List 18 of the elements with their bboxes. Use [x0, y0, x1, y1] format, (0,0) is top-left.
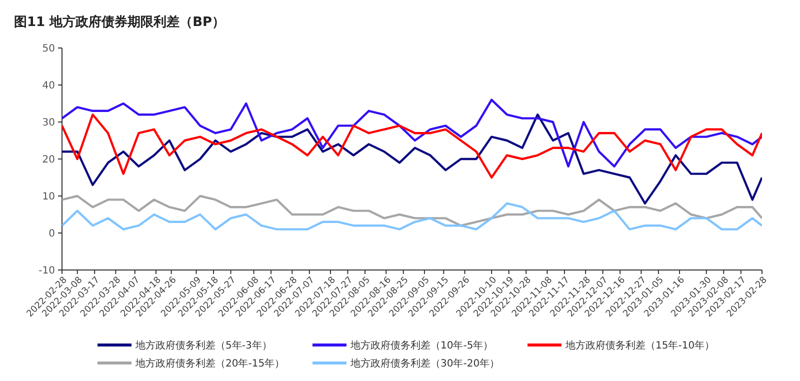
legend-label: 地方政府债务利差（15年-10年） — [564, 340, 715, 352]
legend-label: 地方政府债务利差（20年-15年） — [134, 358, 285, 370]
legend-label: 地方政府债务利差（10年-5年） — [350, 340, 494, 352]
line-series — [62, 114, 762, 204]
legend-label: 地方政府债务利差（30年-20年） — [350, 358, 500, 370]
line-series — [62, 194, 762, 227]
line-series — [62, 114, 762, 179]
line-series — [62, 98, 762, 168]
y-tick-label: 10 — [42, 192, 55, 202]
y-tick-label: 50 — [42, 44, 55, 54]
legend-label: 地方政府债务利差（5年-3年） — [134, 340, 272, 352]
y-tick-label: 40 — [42, 80, 55, 92]
y-tick-label: 0 — [48, 228, 55, 240]
chart-title: 图11 地方政府债券期限利差（BP） — [14, 14, 226, 30]
y-tick-label: 20 — [42, 154, 55, 166]
y-tick-label: -10 — [38, 266, 55, 276]
line-series — [62, 202, 762, 230]
y-tick-label: 30 — [42, 118, 55, 128]
